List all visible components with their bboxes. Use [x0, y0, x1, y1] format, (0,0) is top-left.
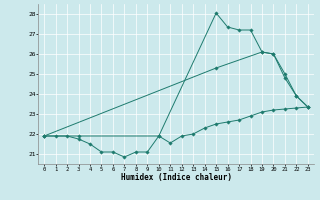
- X-axis label: Humidex (Indice chaleur): Humidex (Indice chaleur): [121, 173, 231, 182]
